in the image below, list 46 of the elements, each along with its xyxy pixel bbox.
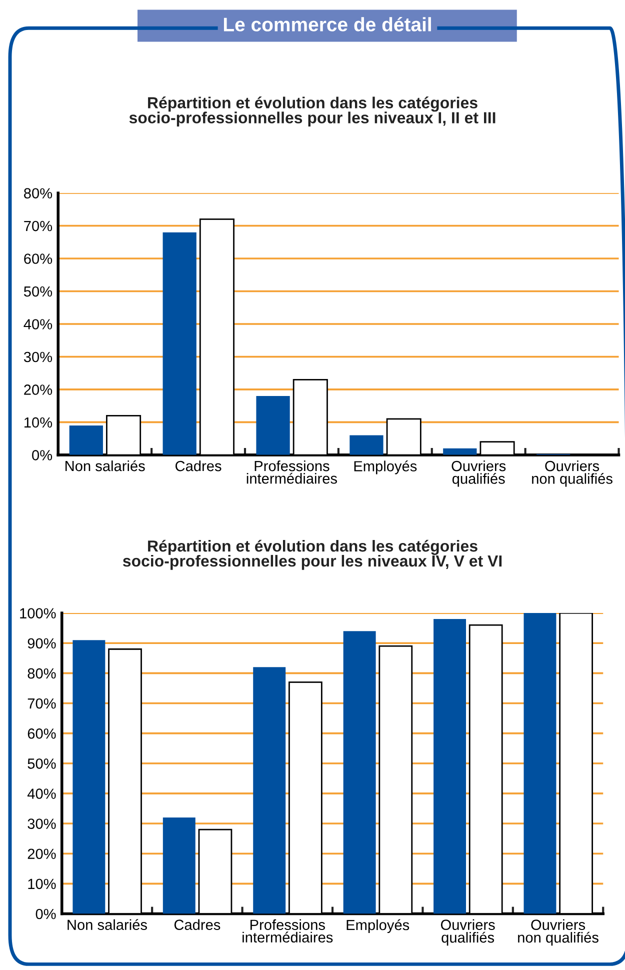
- x-tick-label: Cadres: [176, 460, 222, 472]
- bar: [253, 667, 286, 914]
- text: Le commerce de détail: [224, 16, 431, 32]
- x-tick-label: Employés: [346, 919, 410, 934]
- bar: [524, 613, 556, 914]
- y-tick-label: 0%: [32, 450, 52, 460]
- y-tick-label: 60%: [28, 728, 56, 739]
- bar: [162, 232, 196, 455]
- x-tick-label: Non salariés: [66, 460, 145, 472]
- bar: [69, 425, 103, 455]
- y-tick-label: 0%: [36, 908, 56, 920]
- chart-title: Répartition et évolution dans les catégories socio-professionnelles pour les niveaux IV, V et VI: [122, 540, 502, 570]
- bar: [256, 396, 290, 455]
- y-tick-label: 50%: [24, 286, 52, 297]
- x-tick-label: Ouvriers non qualifiés: [518, 919, 598, 946]
- y-tick-label: 30%: [28, 818, 56, 829]
- y-tick-label: 20%: [24, 384, 52, 395]
- x-tick-label: Cadres: [174, 919, 220, 930]
- y-tick-label: 80%: [28, 668, 56, 679]
- x-tick-label: Ouvriers qualifiés: [452, 460, 506, 487]
- x-tick-label: Ouvriers non qualifiés: [532, 460, 612, 487]
- bar: [343, 631, 376, 914]
- y-tick-label: 100%: [20, 608, 56, 618]
- x-tick-label: Professions intermédiaires: [246, 460, 337, 484]
- y-tick-label: 10%: [28, 878, 56, 890]
- y-tick-label: 50%: [28, 758, 56, 769]
- chart-title: Répartition et évolution dans les catégories socio-professionnelles pour les niveaux I, II et III: [129, 96, 496, 127]
- y-tick-label: 70%: [24, 220, 52, 232]
- bar: [443, 448, 477, 455]
- bar: [434, 619, 466, 914]
- x-tick-label: Professions intermédiaires: [242, 919, 333, 943]
- x-tick-label: Employés: [354, 460, 417, 474]
- x-tick-label: Non salariés: [68, 919, 147, 930]
- x-tick-label: Ouvriers qualifiés: [440, 919, 495, 946]
- y-tick-label: 10%: [24, 417, 52, 428]
- y-tick-label: 40%: [27, 788, 56, 799]
- y-tick-label: 70%: [28, 698, 56, 709]
- bar: [350, 435, 384, 455]
- y-tick-label: 80%: [24, 188, 52, 198]
- y-tick-label: 20%: [28, 848, 56, 860]
- bar: [162, 818, 196, 914]
- bar: [72, 640, 106, 914]
- y-tick-label: 40%: [24, 319, 52, 330]
- y-tick-label: 60%: [24, 254, 52, 264]
- y-tick-label: 90%: [28, 638, 56, 649]
- y-tick-label: 30%: [24, 352, 52, 362]
